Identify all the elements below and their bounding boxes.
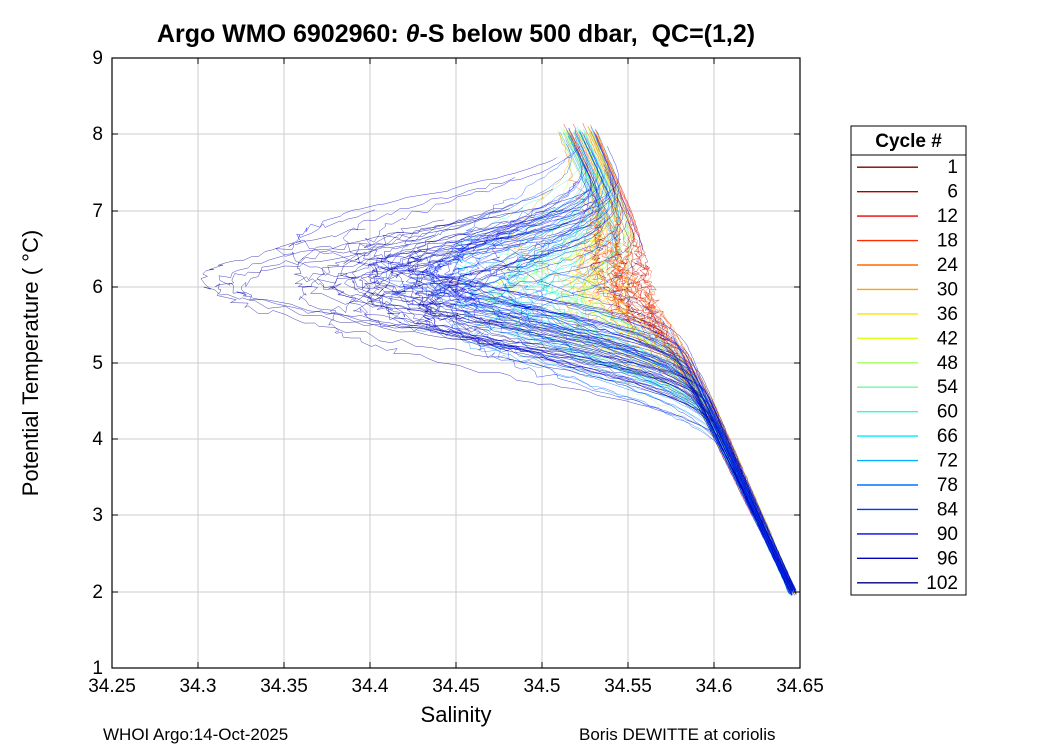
svg-text:4: 4 xyxy=(92,429,103,450)
svg-text:Argo WMO 6902960: θ-S below 50: Argo WMO 6902960: θ-S below 500 dbar, QC… xyxy=(157,20,755,48)
svg-text:34.25: 34.25 xyxy=(88,676,136,697)
svg-text:34.55: 34.55 xyxy=(604,676,652,697)
svg-text:12: 12 xyxy=(937,206,958,227)
svg-text:34.65: 34.65 xyxy=(776,676,824,697)
svg-text:Salinity: Salinity xyxy=(421,702,492,727)
svg-text:34.6: 34.6 xyxy=(696,676,733,697)
svg-text:90: 90 xyxy=(937,524,958,545)
svg-text:1: 1 xyxy=(947,157,958,178)
svg-text:Cycle #: Cycle # xyxy=(875,131,942,152)
svg-text:Potential Temperature ( °C): Potential Temperature ( °C) xyxy=(18,230,43,496)
svg-text:48: 48 xyxy=(937,353,958,374)
svg-text:96: 96 xyxy=(937,548,958,569)
svg-text:30: 30 xyxy=(937,279,958,300)
svg-text:78: 78 xyxy=(937,475,958,496)
svg-text:34.3: 34.3 xyxy=(180,676,217,697)
svg-text:72: 72 xyxy=(937,451,958,472)
svg-text:102: 102 xyxy=(926,573,958,594)
svg-text:18: 18 xyxy=(937,231,958,252)
svg-text:66: 66 xyxy=(937,426,958,447)
svg-text:2: 2 xyxy=(92,582,103,603)
svg-text:WHOI Argo:14-Oct-2025: WHOI Argo:14-Oct-2025 xyxy=(103,725,288,744)
svg-text:34.5: 34.5 xyxy=(524,676,561,697)
svg-text:24: 24 xyxy=(937,255,959,276)
svg-text:54: 54 xyxy=(937,377,959,398)
svg-text:Boris DEWITTE at coriolis: Boris DEWITTE at coriolis xyxy=(579,725,775,744)
svg-text:1: 1 xyxy=(92,658,103,679)
svg-text:84: 84 xyxy=(937,499,959,520)
svg-text:34.45: 34.45 xyxy=(432,676,480,697)
svg-text:36: 36 xyxy=(937,304,958,325)
svg-text:42: 42 xyxy=(937,328,958,349)
svg-text:3: 3 xyxy=(92,505,103,526)
svg-text:6: 6 xyxy=(92,277,103,298)
svg-text:5: 5 xyxy=(92,353,103,374)
svg-text:8: 8 xyxy=(92,124,103,145)
svg-text:9: 9 xyxy=(92,48,103,69)
svg-text:60: 60 xyxy=(937,402,958,423)
svg-text:34.35: 34.35 xyxy=(260,676,308,697)
svg-text:6: 6 xyxy=(947,182,958,203)
svg-text:34.4: 34.4 xyxy=(352,676,389,697)
svg-text:7: 7 xyxy=(92,201,103,222)
